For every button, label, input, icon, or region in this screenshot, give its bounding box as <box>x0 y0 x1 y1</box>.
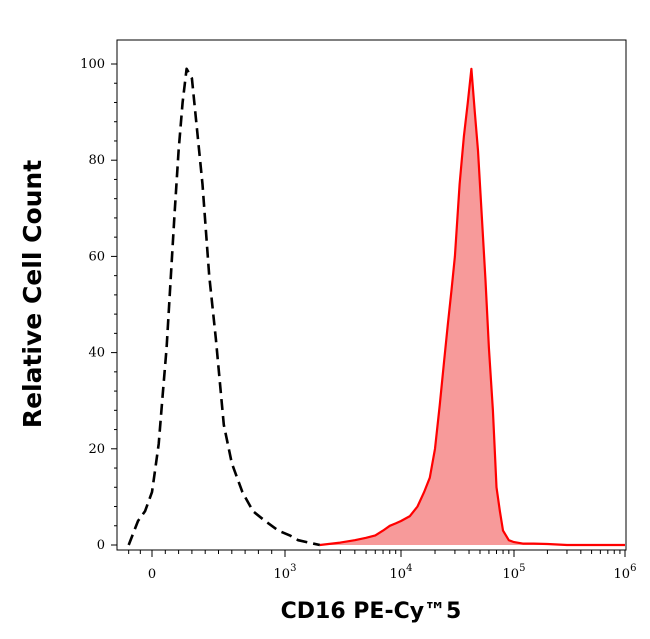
stained-histogram-line <box>319 67 625 547</box>
x-axis-title: CD16 PE-Cy™5 <box>281 599 462 624</box>
x-tick-label: 103 <box>274 563 297 582</box>
plot-frame <box>116 39 627 551</box>
x-tick-label: 0 <box>148 567 156 582</box>
x-tick-label: 106 <box>614 563 637 582</box>
stained-histogram-fill <box>319 68 625 546</box>
y-tick-label: 0 <box>97 538 105 553</box>
y-tick-label: 20 <box>88 442 105 457</box>
y-axis-ticks: 0 20 40 60 80 100 <box>80 57 117 553</box>
y-axis-title: Relative Cell Count <box>18 160 47 428</box>
x-tick-label: 104 <box>390 563 413 582</box>
series-layer <box>127 67 625 547</box>
y-tick-label: 80 <box>88 153 105 168</box>
y-tick-label: 100 <box>80 57 105 72</box>
x-tick-label: 105 <box>503 563 526 582</box>
y-tick-label: 40 <box>88 346 105 361</box>
x-axis-ticks: 0 103 104 105 106 <box>128 550 637 582</box>
control-histogram-line <box>127 67 321 547</box>
y-tick-label: 60 <box>88 249 105 264</box>
